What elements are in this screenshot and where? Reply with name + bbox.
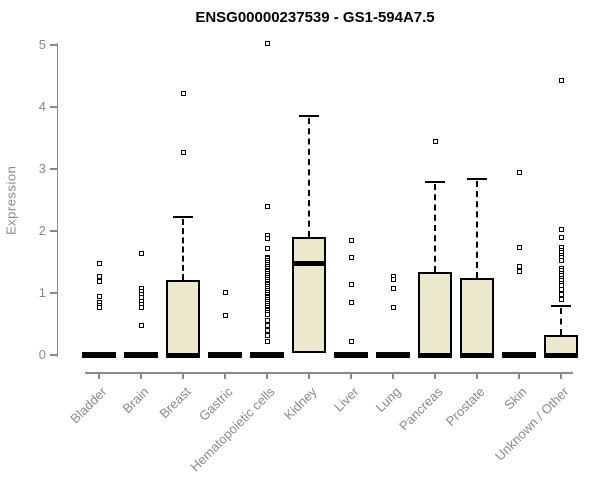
box-zero-bar: [82, 352, 116, 358]
upper-whisker: [560, 308, 562, 335]
y-tick-label: 5: [38, 37, 46, 52]
upper-whisker: [476, 180, 478, 279]
outlier-point: [264, 327, 270, 333]
outlier-point: [138, 304, 144, 310]
upper-whisker: [434, 184, 436, 272]
outlier-point: [264, 332, 270, 338]
outlier-point: [264, 245, 270, 251]
outlier-point: [558, 234, 564, 240]
y-axis-line: [56, 43, 58, 357]
outlier-point: [516, 269, 522, 275]
upper-whisker-cap: [551, 305, 571, 308]
median-line: [460, 352, 494, 358]
y-axis-tick: [49, 230, 57, 232]
x-axis-tick: [308, 372, 310, 379]
outlier-point: [390, 305, 396, 311]
upper-whisker: [308, 118, 310, 238]
outlier-point: [96, 274, 102, 280]
y-tick-label: 4: [38, 99, 46, 114]
x-axis-tick: [224, 372, 226, 379]
outlier-point: [558, 227, 564, 233]
y-axis-tick: [49, 44, 57, 46]
outlier-point: [138, 322, 144, 328]
median-line: [292, 261, 326, 267]
box-zero-bar: [376, 352, 410, 358]
box-zero-bar: [124, 352, 158, 358]
outlier-point: [96, 305, 102, 311]
box: [292, 237, 326, 354]
outlier-point: [558, 296, 564, 302]
x-axis-tick: [140, 372, 142, 379]
outlier-point: [264, 339, 270, 345]
y-tick-label: 1: [38, 285, 46, 300]
outlier-point: [96, 279, 102, 285]
upper-whisker: [182, 219, 184, 280]
upper-whisker-cap: [173, 216, 193, 219]
outlier-point: [222, 312, 228, 318]
outlier-point: [432, 139, 438, 145]
upper-whisker-cap: [467, 177, 487, 180]
y-axis-tick: [49, 106, 57, 108]
median-line: [544, 352, 578, 358]
y-tick-label: 2: [38, 223, 46, 238]
median-line: [418, 352, 452, 358]
y-axis-tick: [49, 354, 57, 356]
outlier-point: [390, 285, 396, 291]
x-axis-tick: [434, 372, 436, 379]
x-axis-tick: [392, 372, 394, 379]
x-axis-line: [85, 372, 573, 374]
outlier-point: [558, 257, 564, 263]
box: [460, 278, 494, 355]
upper-whisker-cap: [299, 115, 319, 118]
outlier-point: [390, 277, 396, 283]
median-line: [166, 352, 200, 358]
outlier-point: [138, 250, 144, 256]
x-axis-tick: [476, 372, 478, 379]
outlier-point: [180, 90, 186, 96]
chart-title: ENSG00000237539 - GS1-594A7.5: [195, 9, 435, 26]
x-axis-tick: [98, 372, 100, 379]
outlier-point: [558, 78, 564, 84]
box-zero-bar: [250, 352, 284, 358]
outlier-point: [264, 317, 270, 323]
outlier-point: [96, 260, 102, 266]
outlier-point: [264, 204, 270, 210]
x-axis-tick: [518, 372, 520, 379]
outlier-point: [348, 339, 354, 345]
outlier-point: [264, 322, 270, 328]
box-zero-bar: [334, 352, 368, 358]
outlier-point: [96, 294, 102, 300]
outlier-point: [348, 254, 354, 260]
outlier-point: [516, 170, 522, 176]
outlier-point: [180, 149, 186, 155]
y-axis-label: Expression: [3, 165, 19, 235]
y-axis-tick: [49, 292, 57, 294]
outlier-point: [264, 235, 270, 241]
outlier-point: [264, 312, 270, 318]
upper-whisker-cap: [425, 181, 445, 184]
outlier-point: [348, 299, 354, 305]
x-axis-tick: [350, 372, 352, 379]
outlier-point: [516, 264, 522, 270]
outlier-point: [348, 237, 354, 243]
box-zero-bar: [208, 352, 242, 358]
outlier-point: [264, 40, 270, 46]
y-tick-label: 0: [38, 347, 46, 362]
outlier-point: [348, 282, 354, 288]
box: [166, 279, 200, 355]
outlier-point: [516, 244, 522, 250]
box-zero-bar: [502, 352, 536, 358]
x-axis-tick: [266, 372, 268, 379]
y-axis-tick: [49, 168, 57, 170]
y-tick-label: 3: [38, 161, 46, 176]
x-axis-tick: [182, 372, 184, 379]
x-axis-tick: [560, 372, 562, 379]
outlier-point: [558, 287, 564, 293]
box: [418, 271, 452, 355]
outlier-point: [222, 289, 228, 295]
